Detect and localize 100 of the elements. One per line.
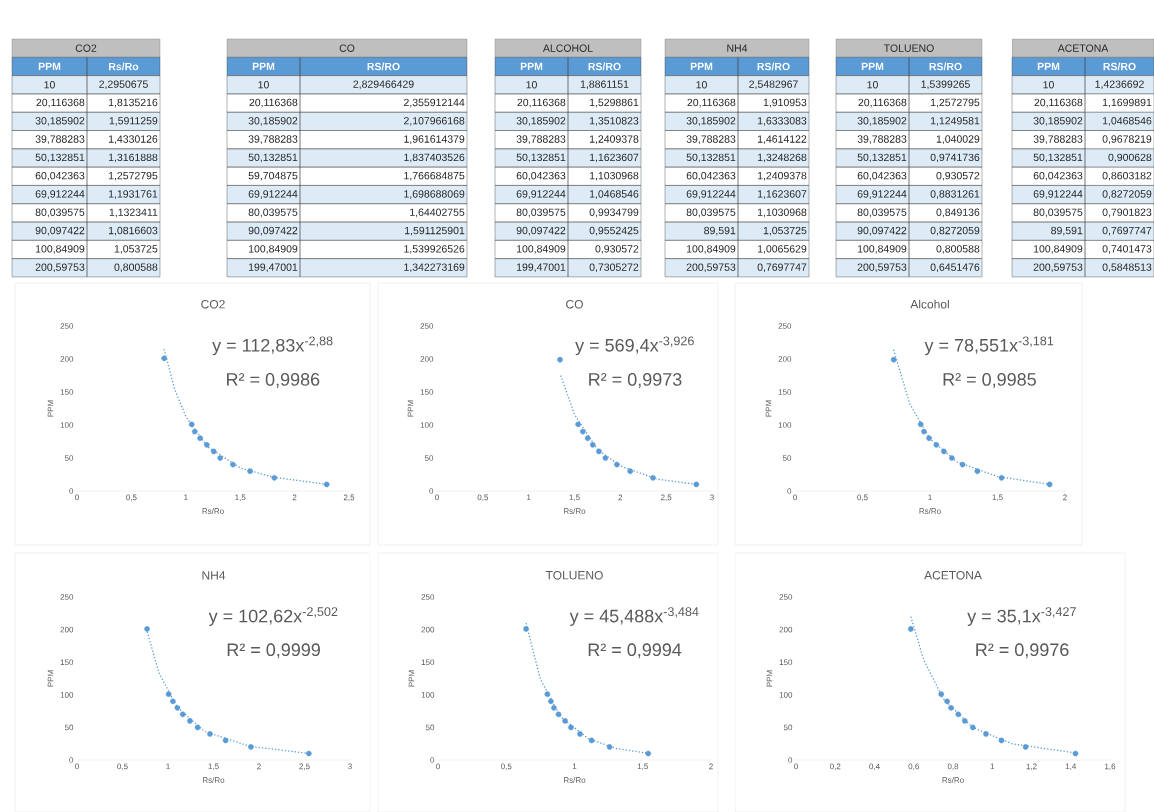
point: [230, 461, 236, 468]
text: 0,8272059: [1102, 190, 1152, 199]
point: [306, 750, 312, 757]
text: 0,7901823: [1102, 208, 1152, 218]
text: 2,5482967: [749, 80, 798, 90]
point: [577, 731, 583, 737]
x-tick-label: 2,5: [299, 763, 310, 771]
point: [555, 711, 562, 718]
y-tick-label: 50: [425, 724, 435, 731]
text: ALCOHOL: [542, 44, 593, 52]
y-tick-label: 50: [783, 724, 793, 731]
chart-title: ACETONA: [924, 570, 982, 580]
text: 10: [258, 81, 269, 89]
text: 0,930572: [595, 245, 639, 254]
point: [161, 355, 167, 362]
text: 200,59753: [686, 263, 736, 273]
text: 199,47001: [516, 263, 566, 273]
point: [248, 744, 254, 750]
x-tick-label: 2: [709, 763, 713, 770]
text: 0,8272059: [930, 226, 980, 236]
text: 1,539926526: [404, 245, 465, 254]
text: 1,910953: [763, 98, 807, 108]
text: 1,5399265: [921, 80, 970, 90]
text: 60,042363: [1033, 171, 1083, 181]
y-tick-label: 100: [420, 422, 434, 428]
y-axis-title: PPM: [765, 400, 772, 417]
point: [523, 626, 529, 632]
y-tick-label: 50: [424, 455, 434, 461]
text: 100,84909: [857, 245, 907, 254]
text: 1,2409378: [589, 135, 639, 144]
text: 1,3161888: [108, 153, 158, 163]
x-tick-label: 0,5: [477, 494, 489, 502]
text: 1,1030968: [757, 208, 807, 218]
text: 2,2950675: [99, 80, 148, 90]
y-tick-label: 100: [778, 422, 792, 428]
point: [948, 705, 954, 711]
y-tick-label: 0: [69, 757, 74, 763]
text: 90,097422: [248, 226, 298, 236]
point: [210, 448, 217, 455]
annotation: R² = 0,9976: [976, 643, 1069, 659]
annotation: y = 35,1x$^{-3,427}$: [967, 607, 1076, 626]
text: 1,053725: [763, 226, 807, 236]
text: 0,7401473: [1102, 245, 1152, 254]
text: 1,0816603: [108, 226, 158, 236]
point: [949, 455, 955, 461]
text: 80,039575: [857, 208, 907, 218]
text: 200,59753: [1033, 263, 1083, 273]
text: 50,132851: [248, 153, 298, 163]
text: 200,59753: [35, 263, 85, 273]
point: [217, 455, 223, 461]
x-tick-label: 1,5: [992, 494, 1003, 502]
text: 50,132851: [516, 153, 566, 163]
y-tick-label: 250: [60, 323, 74, 329]
x-tick-label: 0: [75, 494, 79, 501]
x-tick-label: 0,5: [117, 763, 128, 771]
text: 0,7697747: [757, 263, 807, 273]
text: 30,185902: [248, 117, 298, 126]
text: 1,053725: [114, 245, 158, 254]
annotation: R² = 0,9999: [227, 643, 320, 659]
y-tick-label: 200: [778, 356, 792, 362]
point: [174, 705, 181, 711]
text: 89,591: [704, 226, 736, 236]
category-label: RS/RO: [1103, 62, 1136, 71]
text: 1,4614122: [757, 135, 807, 144]
y-tick-label: 200: [420, 356, 434, 362]
text: 0,8831261: [930, 190, 980, 199]
point: [191, 428, 198, 435]
text: 0,800588: [936, 245, 980, 254]
text: 0,900628: [1108, 153, 1152, 163]
point: [584, 435, 591, 442]
text: 100,84909: [35, 245, 85, 254]
text: 100,84909: [248, 245, 298, 254]
x-tick-label: 1,5: [208, 763, 219, 771]
chart-title: NH4: [202, 571, 226, 580]
y-tick-label: 150: [421, 659, 435, 666]
x-axis-title: Rs/Ro: [564, 777, 586, 783]
point: [588, 737, 595, 744]
y-tick-label: 100: [779, 691, 793, 698]
category-label: PPM: [690, 62, 713, 71]
text: CO2: [75, 44, 97, 52]
y-tick-label: 250: [778, 323, 792, 329]
text: 30,185902: [1033, 117, 1083, 126]
point: [1046, 481, 1053, 488]
point: [650, 475, 656, 481]
chart-title: Alcohol: [910, 299, 949, 309]
x-tick-label: 2: [292, 494, 297, 501]
point: [961, 718, 968, 724]
text: 1,3248268: [757, 153, 807, 163]
text: 10: [867, 81, 878, 89]
text: 20,116368: [858, 98, 907, 108]
point: [933, 442, 940, 448]
point: [179, 711, 186, 718]
x-axis-title: Rs/Ro: [919, 508, 941, 514]
text: NH4: [727, 44, 748, 52]
x-tick-label: 1,6: [1105, 763, 1116, 771]
x-tick-label: 0: [436, 763, 440, 770]
text: 50,132851: [686, 153, 736, 163]
text: 1,1323411: [109, 208, 158, 218]
category-label: RS/RO: [588, 62, 621, 71]
point: [1022, 744, 1029, 750]
